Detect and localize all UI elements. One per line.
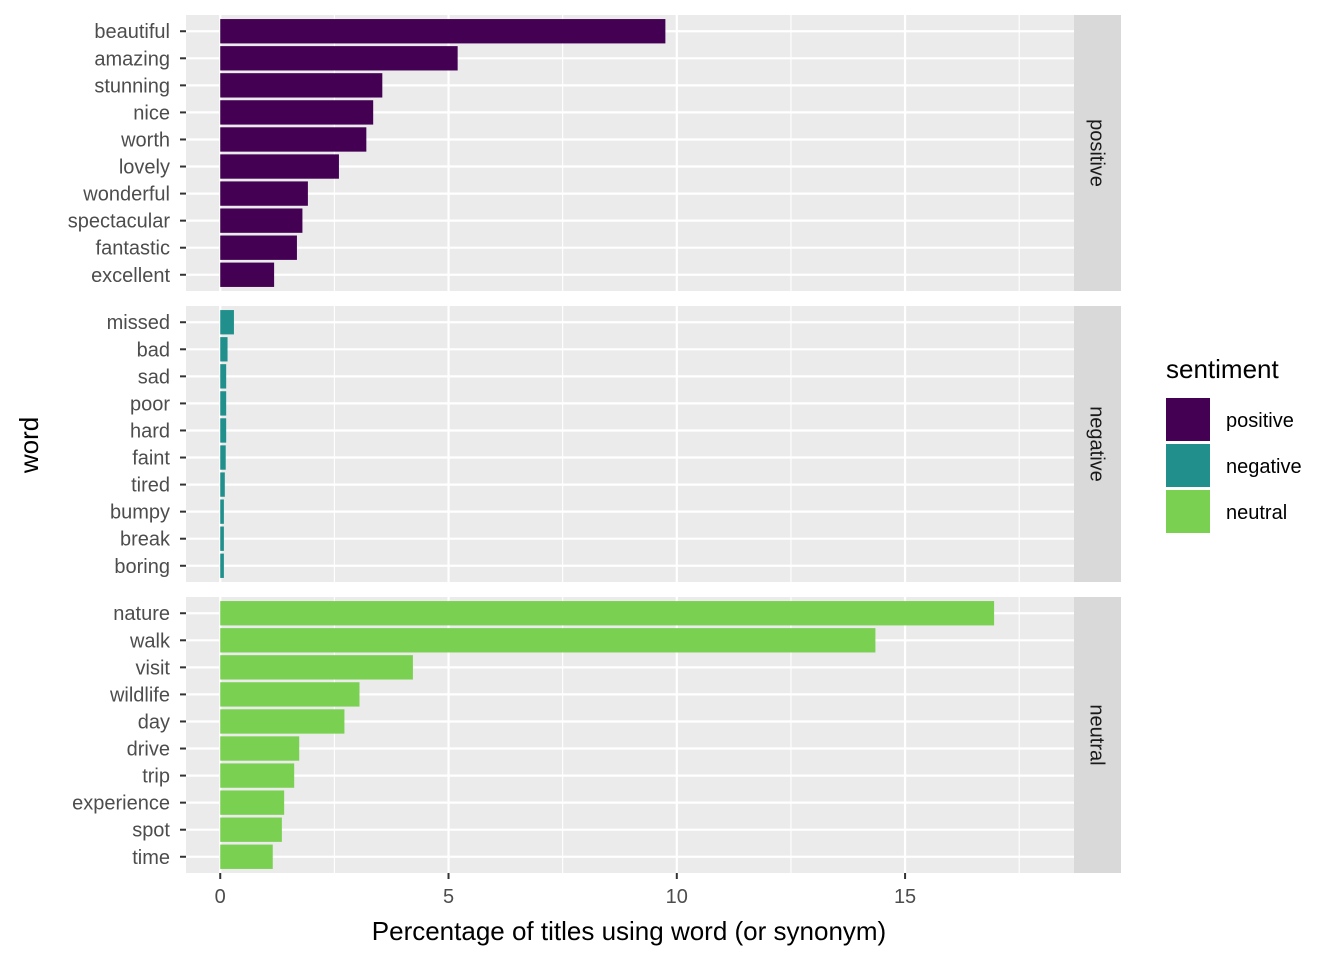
y-tick-label-wildlife: wildlife [109,684,170,706]
bar-tired [220,472,225,497]
bar-visit [220,655,413,680]
bar-spectacular [220,208,303,233]
legend-title: sentiment [1166,354,1279,384]
y-tick-label-poor: poor [130,393,170,415]
y-tick-label-day: day [138,711,170,733]
bar-spot [220,817,282,842]
bar-faint [220,445,226,470]
y-tick-label-bad: bad [137,339,170,361]
panel-positive: beautiful amazing stunning nice worth lovely w… [68,15,1121,291]
y-tick-label-fantastic: fantastic [96,238,170,260]
y-axis-title: word [14,417,44,474]
legend-key-negative [1166,444,1210,487]
panel-background [186,306,1074,582]
x-tick-label: 0 [215,886,226,908]
y-tick-label-spot: spot [132,820,170,842]
y-tick-label-trip: trip [142,766,170,788]
legend: sentiment positive negative neutral [1166,354,1302,533]
legend-key-neutral [1166,490,1210,533]
strip-positive [1074,15,1121,291]
y-tick-label-time: time [132,847,170,869]
y-tick-label-tired: tired [131,475,170,497]
strip-negative [1074,306,1121,582]
bar-experience [220,790,285,815]
y-tick-label-nice: nice [133,102,170,124]
strip-label-neutral: neutral [1086,704,1108,765]
bar-trip [220,763,295,788]
y-tick-label-missed: missed [107,312,170,334]
y-tick-label-boring: boring [114,556,170,578]
bar-bumpy [220,499,224,524]
bar-fantastic [220,235,297,260]
bar-day [220,709,345,734]
panels-layer: beautiful amazing stunning nice worth lovely w… [68,15,1121,908]
y-tick-label-beautiful: beautiful [94,21,170,43]
bar-lovely [220,154,339,179]
y-tick-label-worth: worth [120,129,170,151]
strip-neutral [1074,597,1121,873]
bar-excellent [220,262,275,287]
y-tick-label-lovely: lovely [119,157,170,179]
y-tick-label-wonderful: wonderful [82,184,170,206]
x-tick-label: 15 [894,886,916,908]
bar-walk [220,628,876,653]
legend-label-positive: positive [1226,410,1294,432]
y-tick-label-sad: sad [138,366,170,388]
y-tick-label-amazing: amazing [94,48,170,70]
bar-break [220,526,224,551]
bar-poor [220,391,227,416]
bar-nice [220,100,374,125]
y-tick-label-faint: faint [132,448,170,470]
bar-nature [220,601,995,626]
y-tick-label-excellent: excellent [91,265,170,287]
y-tick-label-nature: nature [113,603,170,625]
y-tick-label-bumpy: bumpy [110,502,170,524]
y-tick-label-walk: walk [129,630,171,652]
panel-negative: missed bad sad poor hard faint tired bumpy break… [107,306,1121,582]
bar-bad [220,337,228,362]
bar-wonderful [220,181,308,206]
bar-time [220,844,273,869]
panel-neutral: nature walk visit wildlife day drive trip exper… [72,597,1121,873]
y-tick-label-stunning: stunning [94,75,170,97]
bar-stunning [220,73,383,98]
x-tick-label: 10 [666,886,688,908]
legend-key-positive [1166,398,1210,441]
strip-label-negative: negative [1086,406,1108,482]
bar-drive [220,736,300,761]
legend-label-neutral: neutral [1226,502,1287,524]
y-tick-label-hard: hard [130,420,170,442]
y-tick-label-spectacular: spectacular [68,211,171,233]
bar-beautiful [220,19,666,44]
y-tick-label-experience: experience [72,793,170,815]
legend-label-negative: negative [1226,456,1302,478]
bar-wildlife [220,682,360,707]
y-tick-label-break: break [120,529,171,551]
y-tick-label-drive: drive [127,739,170,761]
bar-hard [220,418,227,443]
bar-boring [220,553,224,578]
strip-label-positive: positive [1086,119,1108,187]
bar-worth [220,127,367,152]
bar-amazing [220,46,458,71]
x-tick-label: 5 [443,886,454,908]
bar-missed [220,310,234,335]
x-axis-title: Percentage of titles using word (or syno… [372,916,886,946]
bar-sad [220,364,227,389]
y-tick-label-visit: visit [136,657,171,679]
